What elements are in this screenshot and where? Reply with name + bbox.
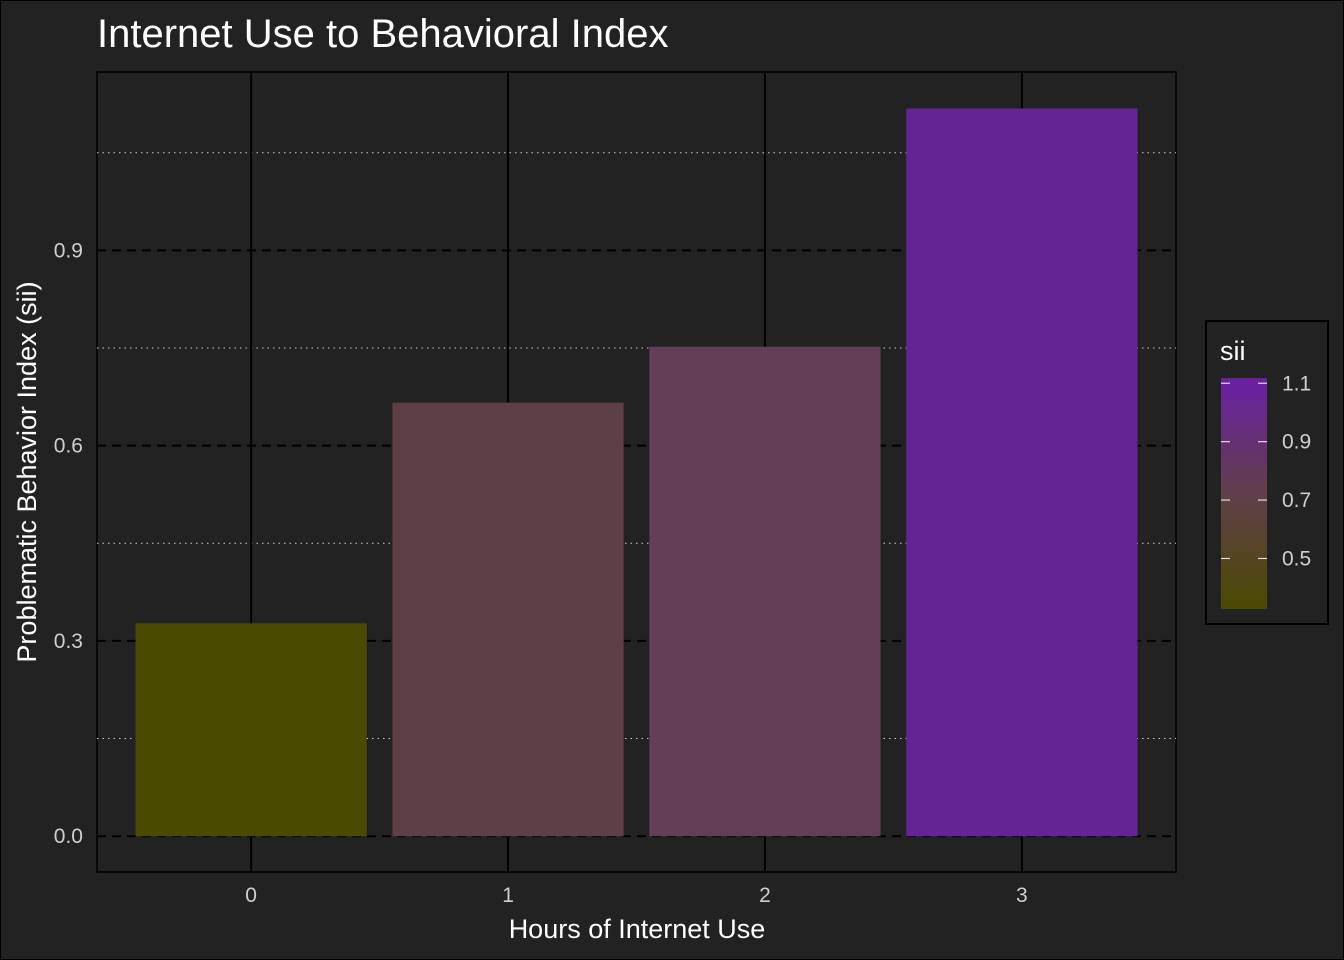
bar-0 [135,623,367,837]
x-axis-title: Hours of Internet Use [509,914,766,944]
y-axis-ticks: 0.0 0.3 0.6 0.9 [54,239,83,848]
legend-tick-label: 1.1 [1282,372,1311,395]
y-tick-label: 0.0 [54,825,83,848]
y-tick-label: 0.3 [54,630,83,653]
chart-title: Internet Use to Behavioral Index [97,12,668,56]
y-tick-label: 0.9 [54,239,83,262]
bar-1 [392,402,624,837]
legend-tick-label: 0.7 [1282,489,1311,512]
legend-tick-label: 0.5 [1282,547,1311,570]
bar-2 [649,346,881,837]
x-tick-label: 2 [759,884,771,907]
x-tick-label: 1 [502,884,514,907]
y-axis-title: Problematic Behavior Index (sii) [12,281,42,662]
legend-ticks: 0.5 0.7 0.9 1.1 [1221,372,1311,570]
x-axis-ticks: 0 1 2 3 [245,884,1027,907]
x-tick-label: 0 [245,884,257,907]
legend-title: sii [1220,336,1246,366]
bars [135,108,1138,837]
legend-colorbar [1221,378,1267,609]
x-tick-label: 3 [1016,884,1028,907]
bar-3 [906,108,1138,837]
legend-tick-label: 0.9 [1282,431,1311,454]
y-tick-label: 0.6 [54,435,83,458]
legend: sii 0.5 0.7 0.9 1.1 [1205,320,1329,625]
